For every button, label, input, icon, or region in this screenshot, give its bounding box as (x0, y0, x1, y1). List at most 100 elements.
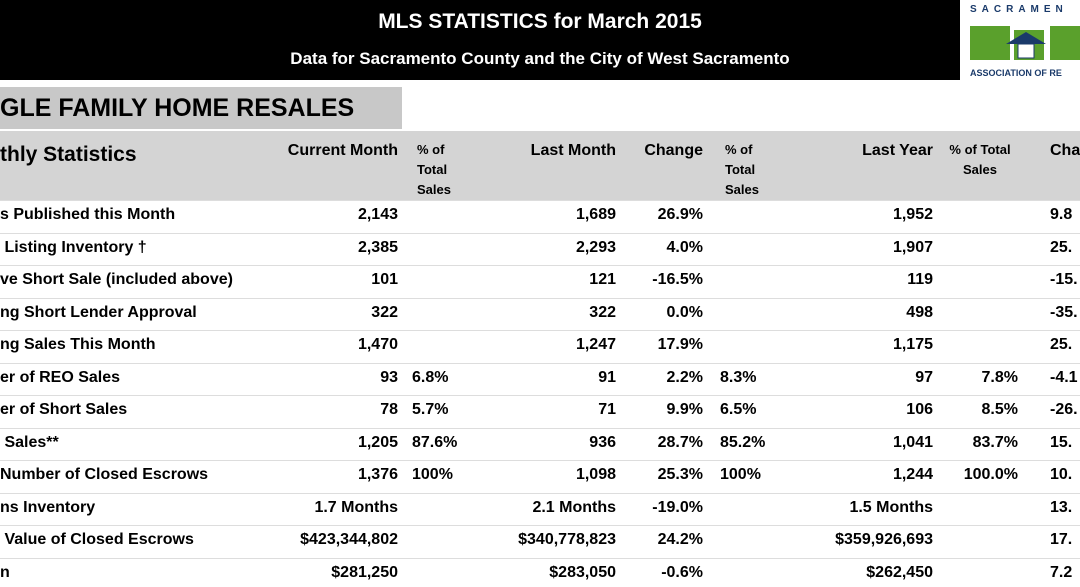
logo-bottom: ASSOCIATION OF RE (970, 68, 1062, 78)
column-header: Last Month (530, 142, 616, 159)
cell-value: 121 (589, 271, 616, 288)
cell-value: 1,247 (575, 336, 616, 353)
title: MLS STATISTICS for March 2015 (378, 10, 702, 33)
subtitle: Data for Sacramento County and the City … (290, 49, 790, 68)
cell-value: 2,385 (357, 238, 398, 256)
column-header: Change (644, 142, 703, 159)
cell-value: 4.0% (666, 238, 703, 256)
cell-value: 101 (371, 271, 398, 288)
cell-value: 100% (412, 466, 453, 483)
cell-value: -0.6% (661, 563, 703, 581)
cell-value: 1,376 (357, 466, 398, 483)
cell-value: 15. (1050, 433, 1073, 451)
cell-value: 91 (598, 368, 616, 386)
row-label: Listing Inventory † (0, 238, 147, 256)
row-label: ng Sales This Month (0, 336, 156, 353)
cell-value: $262,450 (866, 563, 933, 581)
cell-value: 93 (380, 368, 398, 386)
cell-value: 6.5% (720, 401, 757, 418)
cell-value: $423,344,802 (300, 531, 398, 548)
row-divider (0, 297, 1080, 299)
cell-value: 1,470 (357, 336, 398, 353)
cell-value: 1,907 (892, 238, 933, 256)
cell-value: 100.0% (963, 466, 1018, 483)
cell-value: 1,175 (892, 336, 933, 353)
cell-value: 9.8 (1050, 206, 1073, 223)
cell-value: $283,050 (549, 563, 616, 581)
cell-value: -19.0% (652, 498, 703, 516)
cell-value: 2.2% (666, 368, 703, 386)
cell-value: 10. (1050, 466, 1073, 483)
logo-icon (970, 26, 1080, 60)
cell-value: 17.9% (657, 336, 703, 353)
cell-value: 100% (720, 466, 761, 483)
row-divider (0, 395, 1080, 396)
cell-value: 8.5% (981, 401, 1018, 418)
cell-value: 9.9% (666, 401, 703, 418)
row-label: ng Short Lender Approval (0, 303, 197, 321)
cell-value: 24.2% (657, 531, 703, 548)
row-label: Number of Closed Escrows (0, 466, 209, 483)
column-header: Last Year (862, 142, 933, 159)
cell-value: 78 (380, 401, 398, 418)
cell-value: 17. (1050, 531, 1073, 548)
cell-value: 1.7 Months (314, 498, 398, 516)
cell-value: 97 (915, 368, 933, 386)
cell-value: 6.8% (412, 368, 449, 386)
cell-value: 1,689 (575, 206, 616, 223)
cell-value: 26.9% (657, 206, 703, 223)
row-label: Value of Closed Escrows (0, 531, 194, 548)
cell-value: 28.7% (657, 433, 703, 451)
cell-value: 87.6% (412, 433, 458, 451)
logo-top: SACRAMEN (970, 4, 1068, 15)
cell-value: -35. (1050, 303, 1078, 321)
cell-value: $281,250 (331, 563, 398, 581)
cell-value: 322 (371, 303, 398, 321)
column-header: thly Statistics (0, 143, 137, 166)
cell-value: 85.2% (720, 433, 766, 451)
row-label: ns Inventory (0, 498, 96, 516)
row-divider (0, 525, 1080, 526)
cell-value: $340,778,823 (518, 531, 616, 548)
column-header: Current Month (287, 142, 398, 159)
cell-value: 7.8% (981, 368, 1018, 386)
cell-value: 0.0% (666, 303, 703, 321)
row-divider (0, 362, 1080, 364)
cell-value: 1,244 (892, 466, 933, 483)
cell-value: 1,098 (575, 466, 616, 483)
logo: SACRAMEN ASSOCIATION OF RE (962, 0, 1080, 82)
cell-value: 498 (906, 303, 933, 321)
cell-value: 1.5 Months (849, 498, 933, 516)
cell-value: 2,143 (357, 206, 398, 223)
row-divider (0, 557, 1080, 559)
cell-value: 1,205 (357, 433, 398, 451)
cell-value: 5.7% (412, 401, 449, 418)
cell-value: 1,952 (892, 206, 933, 223)
cell-value: 2.1 Months (532, 498, 616, 516)
header-row (0, 131, 1080, 201)
cell-value: -16.5% (652, 271, 703, 288)
cell-value: 936 (589, 433, 616, 451)
cell-value: 119 (907, 271, 933, 288)
row-label: Sales** (0, 433, 59, 451)
cell-value: $359,926,693 (835, 531, 933, 548)
cell-value: 8.3% (720, 368, 757, 386)
cell-value: 25. (1050, 336, 1073, 353)
cell-value: 25.3% (657, 466, 703, 483)
cell-value: 83.7% (972, 433, 1018, 451)
column-header: % of Total Sales (725, 142, 759, 197)
row-label: er of REO Sales (0, 368, 121, 386)
section-title: GLE FAMILY HOME RESALES (0, 87, 402, 129)
cell-value: 322 (589, 303, 616, 321)
row-divider (0, 200, 1080, 201)
row-divider (0, 232, 1080, 234)
cell-value: -4.1 (1050, 368, 1078, 386)
header-bar (0, 0, 960, 80)
row-divider (0, 330, 1080, 331)
cell-value: 13. (1050, 498, 1073, 516)
row-divider (0, 427, 1080, 429)
column-header: Cha (1050, 142, 1080, 159)
cell-value: -26. (1050, 401, 1078, 418)
column-header: % of Total Sales (949, 142, 1011, 177)
cell-value: 1,041 (892, 433, 933, 451)
